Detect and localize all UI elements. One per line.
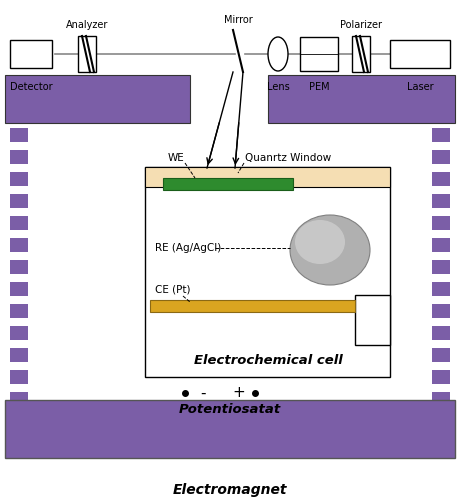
Bar — [354, 295, 389, 345]
Bar — [10, 194, 28, 208]
Bar — [431, 392, 449, 406]
Text: Polarizer: Polarizer — [339, 20, 381, 30]
Bar — [10, 348, 28, 362]
Ellipse shape — [268, 37, 287, 71]
Bar — [431, 194, 449, 208]
Bar — [431, 172, 449, 186]
Bar — [351, 36, 369, 72]
Bar — [78, 36, 96, 72]
Bar — [145, 167, 389, 377]
Bar — [10, 40, 52, 68]
Bar — [10, 238, 28, 252]
Bar — [431, 238, 449, 252]
Bar — [10, 326, 28, 340]
Text: +: + — [232, 386, 245, 400]
Text: Mirror: Mirror — [223, 15, 252, 25]
Bar — [10, 150, 28, 164]
Bar — [431, 282, 449, 296]
Text: Detector: Detector — [10, 82, 52, 92]
Bar — [10, 216, 28, 230]
Bar — [10, 172, 28, 186]
Bar — [10, 370, 28, 384]
Bar — [10, 128, 28, 142]
Bar — [431, 216, 449, 230]
Text: Electromagnet: Electromagnet — [173, 483, 286, 497]
Bar — [150, 300, 354, 312]
Text: Lens: Lens — [266, 82, 289, 92]
Bar — [10, 304, 28, 318]
Bar — [431, 370, 449, 384]
Bar — [10, 282, 28, 296]
Text: Analyzer: Analyzer — [66, 20, 108, 30]
Bar — [431, 326, 449, 340]
Text: -: - — [200, 386, 205, 400]
Text: Electrochemical cell: Electrochemical cell — [193, 354, 341, 366]
Bar — [10, 392, 28, 406]
Bar — [10, 260, 28, 274]
Bar — [431, 260, 449, 274]
Text: CE (Pt): CE (Pt) — [155, 285, 190, 295]
Ellipse shape — [289, 215, 369, 285]
Text: Quanrtz Window: Quanrtz Window — [245, 153, 330, 163]
Bar — [431, 304, 449, 318]
Bar — [431, 150, 449, 164]
Bar — [299, 37, 337, 71]
Bar — [5, 75, 190, 123]
Bar — [268, 75, 454, 123]
Text: WE: WE — [168, 153, 185, 163]
Text: PEM: PEM — [308, 82, 329, 92]
Bar — [145, 167, 389, 187]
Text: Potentiosatat: Potentiosatat — [179, 404, 280, 416]
Bar — [5, 400, 454, 458]
Bar — [431, 128, 449, 142]
Bar — [389, 40, 449, 68]
Bar — [431, 348, 449, 362]
Ellipse shape — [294, 220, 344, 264]
Text: Laser: Laser — [406, 82, 432, 92]
Bar — [162, 178, 292, 190]
Text: RE (Ag/AgCl): RE (Ag/AgCl) — [155, 243, 221, 253]
